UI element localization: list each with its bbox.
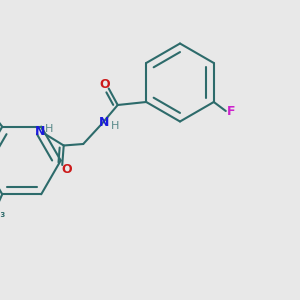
Text: CH₃: CH₃	[0, 209, 6, 219]
Text: H: H	[110, 121, 119, 131]
Text: H: H	[44, 124, 53, 134]
Text: O: O	[99, 77, 110, 91]
Text: O: O	[61, 163, 72, 176]
Text: N: N	[34, 125, 45, 139]
Text: N: N	[99, 116, 110, 130]
Text: F: F	[227, 104, 236, 118]
